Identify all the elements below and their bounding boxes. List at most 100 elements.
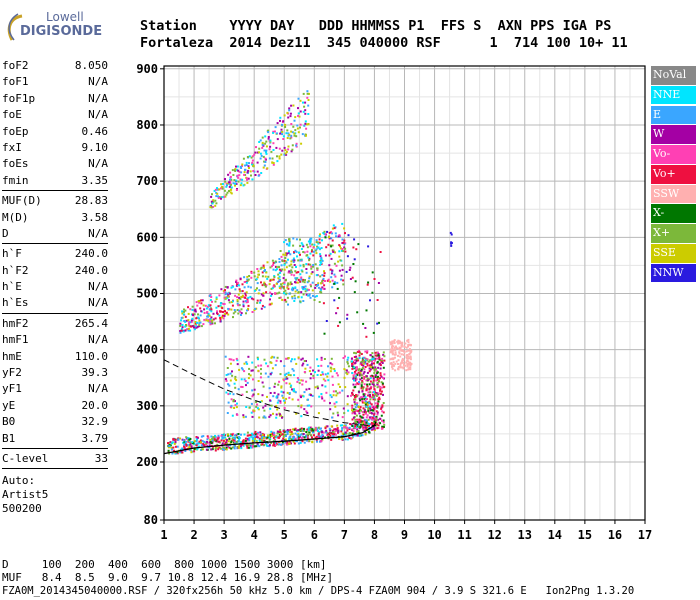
echo-point [281,442,284,445]
echo-point [260,368,262,371]
echo-point [287,148,290,151]
echo-point [275,396,278,399]
echo-point [351,432,354,435]
echo-point [307,294,309,297]
echo-point [299,99,302,102]
echo-point [272,163,275,166]
echo-point [382,426,385,428]
echo-point [356,373,359,376]
echo-point [300,379,303,382]
echo-point [316,245,319,248]
echo-point [261,381,264,384]
echo-point [353,291,356,294]
echo-point [301,436,304,439]
echo-point [375,392,378,394]
echo-point [284,257,287,259]
echo-point [377,400,380,403]
echo-point [364,410,367,413]
echo-point [250,402,253,405]
echo-point [210,310,213,313]
echo-point [380,375,383,378]
echo-point [375,354,378,357]
echo-point [268,438,271,441]
x-tick-label: 2 [190,528,197,542]
echo-point [339,259,342,262]
param-value: 240.0 [74,263,108,277]
echo-point [309,429,312,432]
echo-point [225,444,228,447]
echo-point [289,374,292,377]
echo-point [379,364,382,367]
echo-point [237,180,240,183]
echo-point [252,298,255,301]
echo-point [365,309,368,312]
echo-point [221,316,223,319]
echo-point [263,270,266,273]
echo-point [264,157,267,160]
echo-point [363,368,366,371]
echo-point [373,389,376,392]
echo-point [243,378,246,381]
echo-point [354,434,357,437]
echo-point [232,400,235,403]
echo-point [381,419,383,422]
param-name: h`F2 [2,263,29,277]
echo-point [230,186,233,189]
echo-point [257,151,260,154]
echo-point [381,425,384,428]
echo-point [373,420,376,423]
legend-entry: Vo+ [651,164,696,184]
echo-point [179,451,181,454]
echo-point [336,374,339,377]
echo-point [234,404,237,407]
echo-point [367,394,370,397]
echo-point [189,329,192,332]
echo-point [294,286,297,289]
echo-point [210,442,213,445]
echo-point [369,380,372,383]
echo-point [409,358,412,361]
echo-point [288,392,291,395]
echo-point [259,431,262,434]
echo-point [284,239,287,242]
echo-point [256,356,259,359]
echo-point [216,192,219,195]
echo-point [260,438,263,441]
echo-point [352,383,355,386]
echo-point [182,330,185,333]
echo-point [368,428,371,431]
echo-point [335,390,337,393]
echo-point [366,398,368,400]
echo-point [307,256,310,259]
echo-point [233,382,236,385]
echo-point [253,153,256,156]
echo-point [306,96,309,99]
echo-point [321,434,324,436]
echo-point [354,362,357,364]
echo-point [290,431,293,433]
echo-point [296,289,299,292]
echo-point [315,439,318,442]
echo-point [308,426,311,429]
echo-point [292,104,295,107]
echo-point [409,355,412,358]
echo-point [203,444,206,447]
echo-point [302,92,305,95]
echo-point [279,360,282,363]
echo-point [245,281,248,284]
x-tick-label: 16 [608,528,622,542]
echo-point [179,330,182,332]
echo-point [210,307,212,310]
echo-point [296,255,298,258]
echo-point [279,435,282,438]
echo-point [247,285,250,288]
echo-point [238,436,240,439]
echo-point [373,362,375,365]
echo-point [209,440,212,443]
echo-point [263,433,265,436]
echo-point [326,279,329,282]
echo-point [345,432,348,435]
echo-point [296,436,299,439]
echo-point [365,405,368,408]
param-group-profile: hmF2 265.4 hmF1 N/A hmE 110.0 yF2 39.3 yF1 N/A yE 2… [2,316,108,447]
